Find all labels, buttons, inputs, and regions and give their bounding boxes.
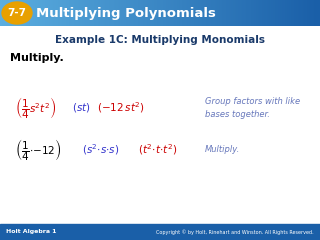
Bar	[0, 224, 320, 240]
Text: Group factors with like
bases together.: Group factors with like bases together.	[205, 97, 300, 119]
Text: $\left(st\right)$: $\left(st\right)$	[72, 102, 91, 114]
Text: $\left(\dfrac{1}{4}s^{2}t^{2}\right)$: $\left(\dfrac{1}{4}s^{2}t^{2}\right)$	[15, 95, 57, 121]
Ellipse shape	[2, 2, 32, 24]
Text: Copyright © by Holt, Rinehart and Winston. All Rights Reserved.: Copyright © by Holt, Rinehart and Winsto…	[156, 229, 314, 235]
Text: Multiply.: Multiply.	[10, 53, 64, 63]
Text: $\left(s^{2}{\cdot}s{\cdot}s\right)$: $\left(s^{2}{\cdot}s{\cdot}s\right)$	[82, 143, 119, 157]
Text: Multiply.: Multiply.	[205, 145, 240, 155]
Text: $\left(\dfrac{1}{4}{\cdot}{-}12\right)$: $\left(\dfrac{1}{4}{\cdot}{-}12\right)$	[15, 137, 61, 163]
Text: $\left(-12\,st^{2}\right)$: $\left(-12\,st^{2}\right)$	[97, 101, 145, 115]
Text: Holt Algebra 1: Holt Algebra 1	[6, 229, 57, 234]
Text: 7-7: 7-7	[7, 8, 27, 18]
Text: $\left(t^{2}{\cdot}t{\cdot}t^{2}\right)$: $\left(t^{2}{\cdot}t{\cdot}t^{2}\right)$	[138, 143, 177, 157]
Text: Multiplying Polynomials: Multiplying Polynomials	[36, 6, 216, 19]
Text: Example 1C: Multiplying Monomials: Example 1C: Multiplying Monomials	[55, 35, 265, 45]
